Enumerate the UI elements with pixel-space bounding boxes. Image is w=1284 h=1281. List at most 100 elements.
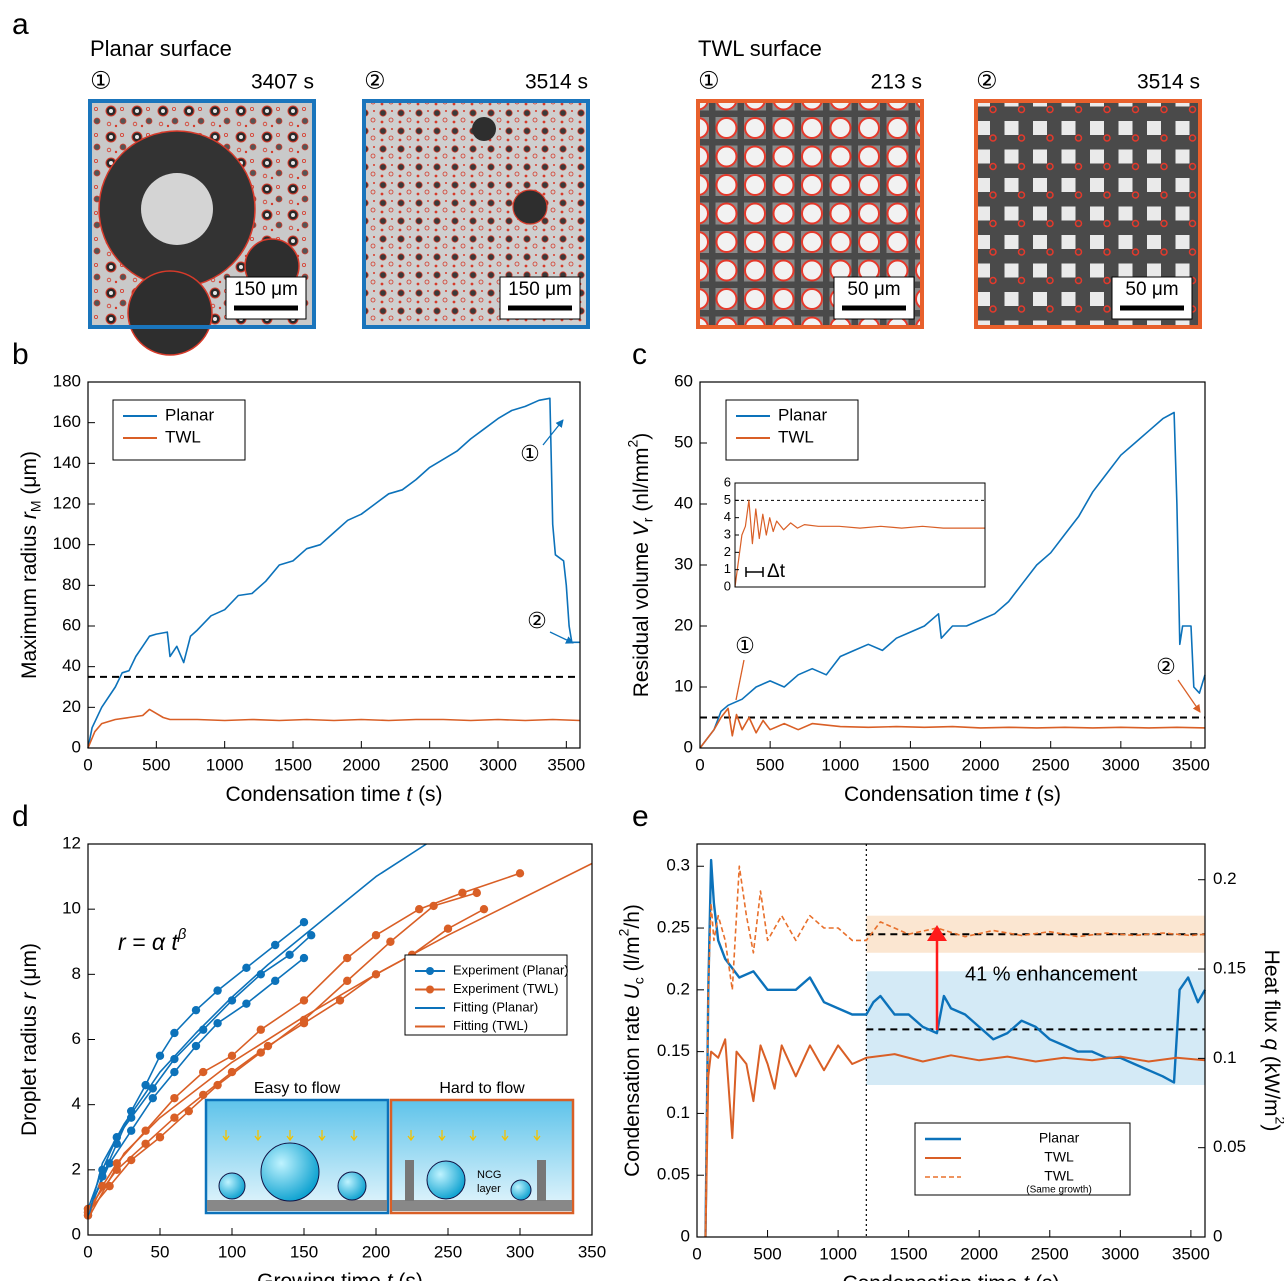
label-part: Residual volume: [630, 536, 653, 697]
x-tick-label: 0: [695, 755, 704, 774]
data-point: [343, 953, 352, 963]
data-point: [458, 888, 467, 898]
interval-bracket: [745, 567, 764, 577]
legend-label: Fitting (Planar): [453, 999, 538, 1014]
data-point: [299, 996, 309, 1005]
image-frame: [696, 99, 924, 329]
illustration-label: NCG: [477, 1169, 501, 1181]
y-tick-label: 160: [53, 412, 81, 431]
y-tick-label: 2: [724, 544, 731, 559]
data-point: [170, 1067, 179, 1077]
x-axis-label: Condensation time t (s): [842, 1272, 1059, 1281]
label-part: (s): [393, 1270, 423, 1281]
label-part: (s): [1029, 1272, 1059, 1281]
x-tick-label: 1000: [819, 1244, 857, 1263]
data-line: [87, 921, 305, 1216]
label-part: (s): [1031, 783, 1061, 806]
y-tick-label: 5: [724, 492, 731, 507]
data-point: [299, 918, 309, 927]
label-part: r: [18, 511, 41, 519]
label-part: Droplet radius: [18, 999, 41, 1136]
data-point: [386, 937, 395, 946]
legend-label: Planar: [778, 405, 827, 424]
illustration-arrow: [407, 1130, 415, 1142]
y-tick-label: 6: [724, 474, 731, 489]
plot-frame: [87, 381, 581, 749]
data-point: [271, 976, 280, 986]
data-point: [443, 924, 453, 933]
data-point: [170, 1093, 179, 1103]
x-tick-label: 500: [753, 1244, 781, 1263]
y-tick-label: 60: [62, 615, 81, 634]
data-line: [87, 843, 427, 1219]
image-time: 3407 s: [251, 71, 314, 94]
scale-text: 150 μm: [508, 279, 572, 300]
label-part: r = α t: [118, 929, 179, 955]
legend-marker: [426, 985, 434, 994]
legend-label: TWL: [1044, 1149, 1074, 1165]
y-tick-label: 0.15: [657, 1041, 690, 1060]
label-part: (μm): [18, 943, 41, 992]
legend-box: [112, 399, 246, 461]
legend-label: Fitting (TWL): [453, 1018, 528, 1033]
image-marker: ②: [976, 67, 998, 94]
data-point: [242, 963, 251, 973]
y2-axis-label: Heat flux q (kW/m2): [1260, 950, 1284, 1132]
x-tick-label: 1000: [206, 755, 244, 774]
y-tick-label: 140: [53, 453, 81, 472]
data-line: [734, 499, 985, 588]
image-time: 213 s: [871, 71, 922, 94]
y-axis-label: Residual volume Vr (nl/mm2): [624, 433, 655, 698]
legend-label: TWL: [1044, 1168, 1074, 1184]
y2-tick-label: 0.15: [1213, 959, 1246, 978]
illustration-floor: [207, 1200, 387, 1211]
scale-box: [225, 276, 307, 320]
legend-box: [725, 399, 859, 461]
image-marker: ①: [90, 67, 112, 94]
chart-panel: 0 50 100 150 200 250 300 350 0 2 4 6 8 10 12 Experiment…: [62, 833, 606, 1261]
x-tick-label: 3500: [1172, 1244, 1210, 1263]
data-point: [429, 901, 438, 911]
chart-panel: 0 500 1000 1500 2000 2500 3000 350000.050.10.15…: [657, 843, 1246, 1263]
label-part: /h): [621, 904, 644, 929]
x-tick-label: 2500: [1031, 1244, 1069, 1263]
droplet: [141, 173, 213, 245]
x-tick-label: 300: [506, 1242, 534, 1261]
illustration-pillar: [537, 1160, 546, 1201]
y-tick-label: 3: [724, 526, 731, 541]
label-part: q: [1260, 1038, 1283, 1050]
formula: r = α tβ: [118, 926, 187, 955]
annotation: ②: [1156, 654, 1176, 679]
data-line: [699, 707, 1206, 749]
annotation-line: [735, 659, 745, 701]
x-tick-label: 2000: [962, 755, 1000, 774]
scale-text: 150 μm: [234, 279, 298, 300]
label-part: Condensation rate: [621, 999, 644, 1176]
illustration-arrow: [501, 1130, 509, 1142]
panel-label: a: [12, 8, 29, 41]
x-tick-label: 3000: [479, 755, 517, 774]
legend-label: Experiment (Planar): [453, 962, 569, 977]
label-part: Condensation time: [842, 1272, 1023, 1281]
label-part: r: [18, 991, 41, 999]
y-axis-label: Maximum radius rM (μm): [18, 451, 43, 679]
x-tick-label: 200: [362, 1242, 390, 1261]
illustration-droplet: [510, 1179, 532, 1201]
y-tick-label: 0.2: [666, 979, 690, 998]
x-axis-label: Growing time t (s): [257, 1270, 423, 1281]
illustration-arrow: [286, 1130, 294, 1142]
data-point: [170, 1028, 179, 1038]
y-tick-label: 4: [72, 1094, 81, 1113]
illustration-arrow: [318, 1130, 326, 1142]
data-point: [479, 904, 489, 914]
data-point: [155, 1051, 165, 1060]
droplet: [512, 189, 548, 225]
y-tick-label: 0: [684, 737, 693, 756]
legend-label: TWL: [165, 427, 201, 446]
x-tick-label: 3500: [1172, 755, 1210, 774]
y-tick-label: 4: [724, 509, 731, 524]
image-frame: [974, 99, 1202, 329]
annotation: ②: [527, 608, 547, 633]
panel-label: e: [632, 800, 649, 833]
legend-label: TWL: [778, 427, 814, 446]
